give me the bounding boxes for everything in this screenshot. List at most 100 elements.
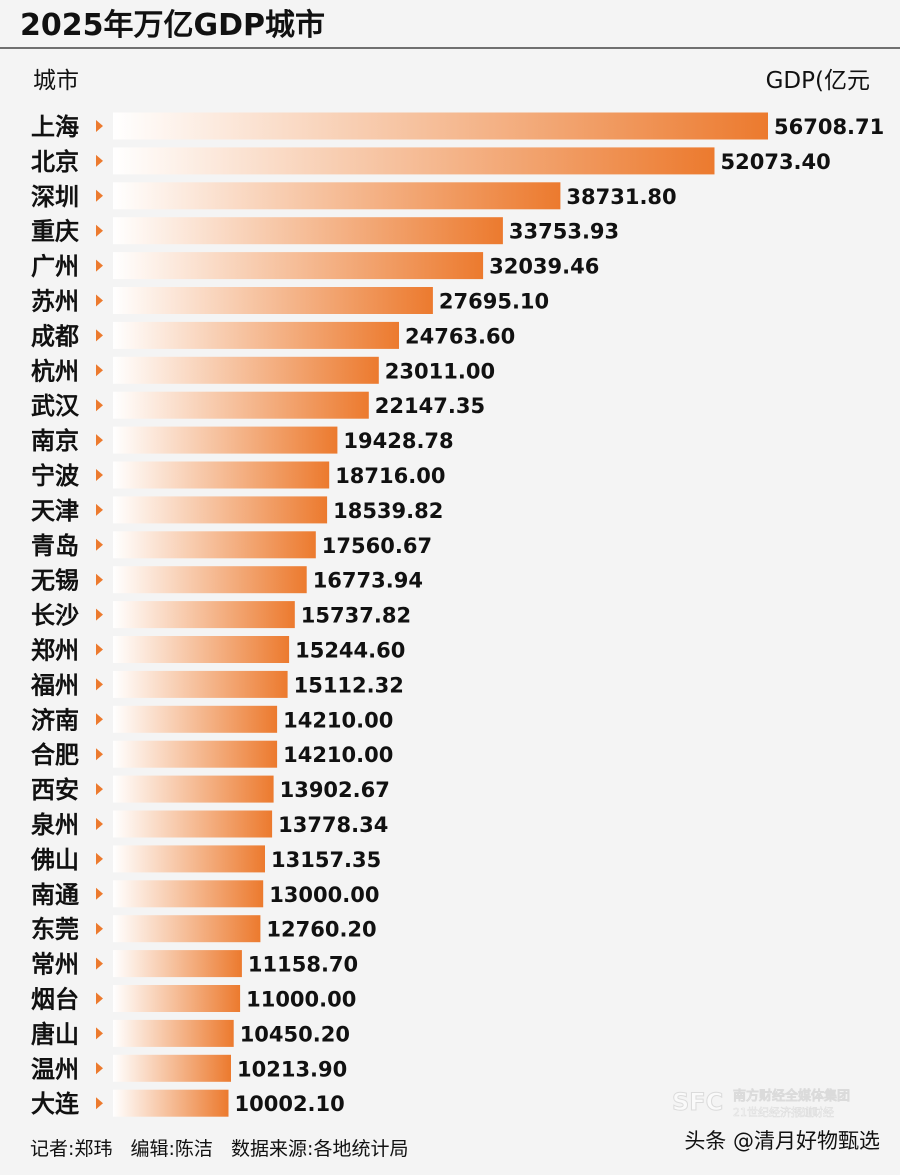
value-label: 14210.00 — [283, 743, 393, 767]
gdp-bar — [113, 566, 307, 594]
bar-rows: 上海 56708.71 北京 52073.40 深圳 38731.80 重庆 33753.93… — [30, 112, 884, 1118]
watermark-line1: 南方财经全媒体集团 — [733, 1088, 850, 1104]
value-label: 13000.00 — [269, 883, 379, 907]
city-label: 大连 — [31, 1090, 80, 1118]
row-marker-icon — [96, 818, 103, 830]
row-marker-icon — [96, 538, 103, 551]
city-label: 西安 — [31, 776, 79, 804]
gdp-bar — [113, 147, 715, 175]
city-label: 广州 — [31, 253, 79, 281]
value-label: 32039.46 — [489, 255, 599, 279]
footer-source-tag: 头条 @清月好物甄选 — [684, 1129, 880, 1153]
value-label: 14210.00 — [283, 708, 393, 732]
city-label: 南京 — [31, 427, 79, 455]
value-label: 18539.82 — [333, 499, 443, 523]
value-label: 22147.35 — [375, 394, 485, 418]
city-label: 深圳 — [31, 183, 79, 211]
gdp-bar — [113, 112, 768, 140]
watermark: SFC 南方财经全媒体集团 21世纪经济报道 21财经 — [672, 1088, 851, 1120]
chart-title: 2025年万亿GDP城市 — [20, 8, 325, 43]
gdp-bar — [113, 1054, 231, 1082]
city-label: 佛山 — [30, 846, 79, 874]
city-label: 烟台 — [31, 986, 79, 1014]
city-label: 重庆 — [31, 218, 79, 246]
gdp-bar — [113, 496, 328, 524]
gdp-bar — [113, 636, 290, 663]
gdp-bar — [113, 950, 242, 978]
gdp-bar — [113, 217, 503, 245]
row-marker-icon — [96, 329, 103, 342]
gdp-bar — [113, 915, 261, 943]
watermark-line3: 21财经 — [798, 1105, 834, 1119]
gdp-bar — [113, 601, 295, 629]
gdp-bar — [113, 426, 338, 454]
row-marker-icon — [96, 1027, 103, 1040]
city-label: 福州 — [30, 671, 79, 699]
row-marker-icon — [96, 259, 103, 272]
value-label: 19428.78 — [343, 429, 453, 453]
row-marker-icon — [96, 120, 103, 132]
gdp-bar — [113, 356, 379, 384]
city-label: 武汉 — [31, 392, 80, 420]
gdp-bar — [113, 391, 369, 419]
gdp-bar — [113, 1089, 229, 1117]
gdp-bar — [113, 810, 273, 838]
value-label: 15244.60 — [295, 639, 405, 663]
watermark-logo: SFC — [672, 1088, 723, 1116]
row-marker-icon — [96, 783, 103, 796]
row-marker-icon — [96, 608, 103, 621]
city-label: 宁波 — [31, 462, 80, 490]
gdp-bar — [113, 880, 264, 908]
city-label: 杭州 — [31, 357, 79, 385]
value-label: 16773.94 — [313, 569, 423, 593]
city-label: 东莞 — [31, 916, 79, 944]
city-label: 温州 — [31, 1055, 79, 1083]
row-marker-icon — [96, 294, 103, 307]
row-marker-icon — [96, 957, 103, 970]
gdp-bar — [113, 845, 265, 873]
row-marker-icon — [96, 503, 103, 516]
value-label: 11158.70 — [248, 953, 358, 977]
row-marker-icon — [96, 1062, 103, 1075]
city-label: 泉州 — [31, 811, 79, 839]
city-label: 济南 — [31, 706, 79, 734]
value-label: 13902.67 — [280, 778, 390, 802]
row-marker-icon — [96, 1097, 103, 1110]
gdp-bar — [113, 985, 241, 1012]
city-label: 合肥 — [31, 741, 79, 769]
category-header: 城市 — [33, 68, 79, 94]
value-label: 13778.34 — [278, 813, 388, 837]
value-label: 13157.35 — [271, 848, 381, 872]
value-label: 11000.00 — [246, 988, 356, 1012]
row-marker-icon — [96, 922, 103, 935]
city-label: 成都 — [31, 322, 79, 350]
row-marker-icon — [96, 852, 103, 865]
value-label: 33753.93 — [509, 220, 619, 244]
city-label: 郑州 — [31, 637, 79, 665]
gdp-bar — [113, 252, 484, 280]
gdp-bar — [113, 287, 433, 314]
gdp-bar — [113, 705, 278, 733]
gdp-bar — [113, 461, 330, 489]
gdp-bar — [113, 1019, 234, 1047]
gdp-bar — [113, 775, 274, 803]
value-label: 23011.00 — [385, 359, 495, 383]
gdp-bar — [113, 321, 399, 349]
gdp-bar — [113, 531, 316, 559]
city-label: 上海 — [31, 113, 79, 141]
row-marker-icon — [96, 678, 103, 691]
city-label: 唐山 — [31, 1020, 79, 1048]
value-label: 56708.71 — [774, 115, 884, 139]
city-label: 苏州 — [31, 288, 79, 316]
row-marker-icon — [96, 364, 103, 377]
row-marker-icon — [96, 748, 103, 761]
row-marker-icon — [96, 189, 103, 202]
city-label: 无锡 — [31, 567, 79, 595]
row-marker-icon — [96, 224, 103, 237]
value-label: 10213.90 — [237, 1057, 347, 1081]
row-marker-icon — [96, 154, 103, 167]
row-marker-icon — [96, 434, 103, 447]
row-marker-icon — [96, 992, 103, 1005]
value-header: GDP(亿元 — [766, 68, 870, 94]
